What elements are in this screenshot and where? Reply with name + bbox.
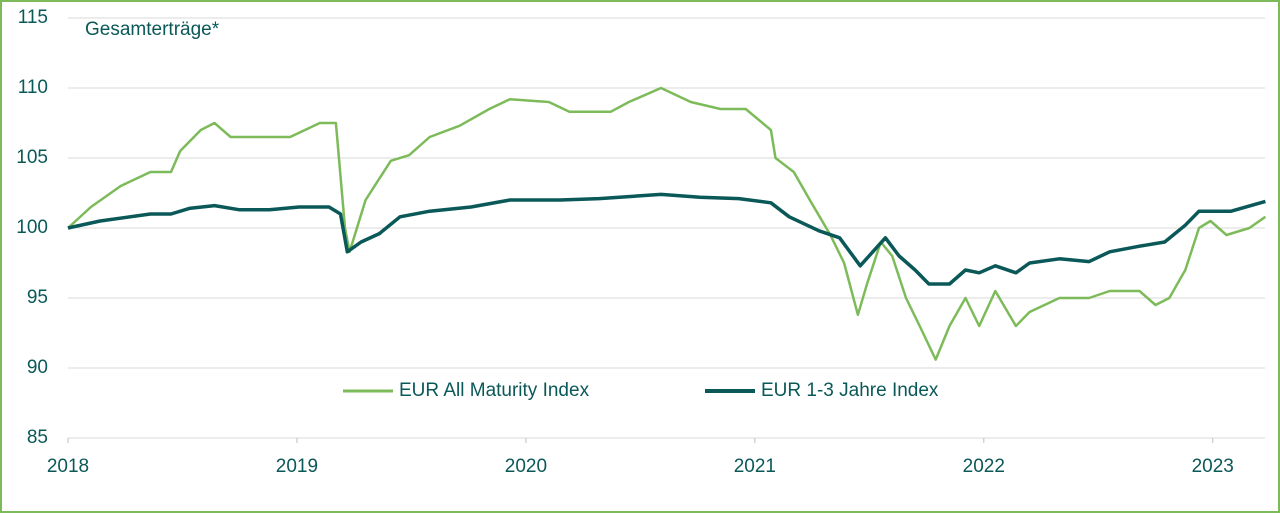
series-line [67,86,1267,361]
x-tick-label: 2019 [276,456,318,477]
legend-label: EUR 1-3 Jahre Index [761,380,939,401]
y-tick-label: 95 [27,287,48,308]
y-tick-label: 90 [27,357,48,378]
series-line [67,192,1266,286]
legend-label: EUR All Maturity Index [399,380,590,401]
x-tick-label: 2021 [734,456,776,477]
chart-title: Gesamterträge* [85,19,220,40]
y-tick-label: 100 [16,217,48,238]
x-tick-label: 2020 [505,456,547,477]
y-tick-label: 105 [16,147,48,168]
y-tick-label: 115 [18,7,48,28]
y-tick-label: 85 [27,427,48,448]
x-tick-label: 2023 [1192,456,1234,477]
x-tick-label: 2018 [47,456,89,477]
y-tick-label: 110 [18,77,48,98]
x-tick-label: 2022 [963,456,1005,477]
